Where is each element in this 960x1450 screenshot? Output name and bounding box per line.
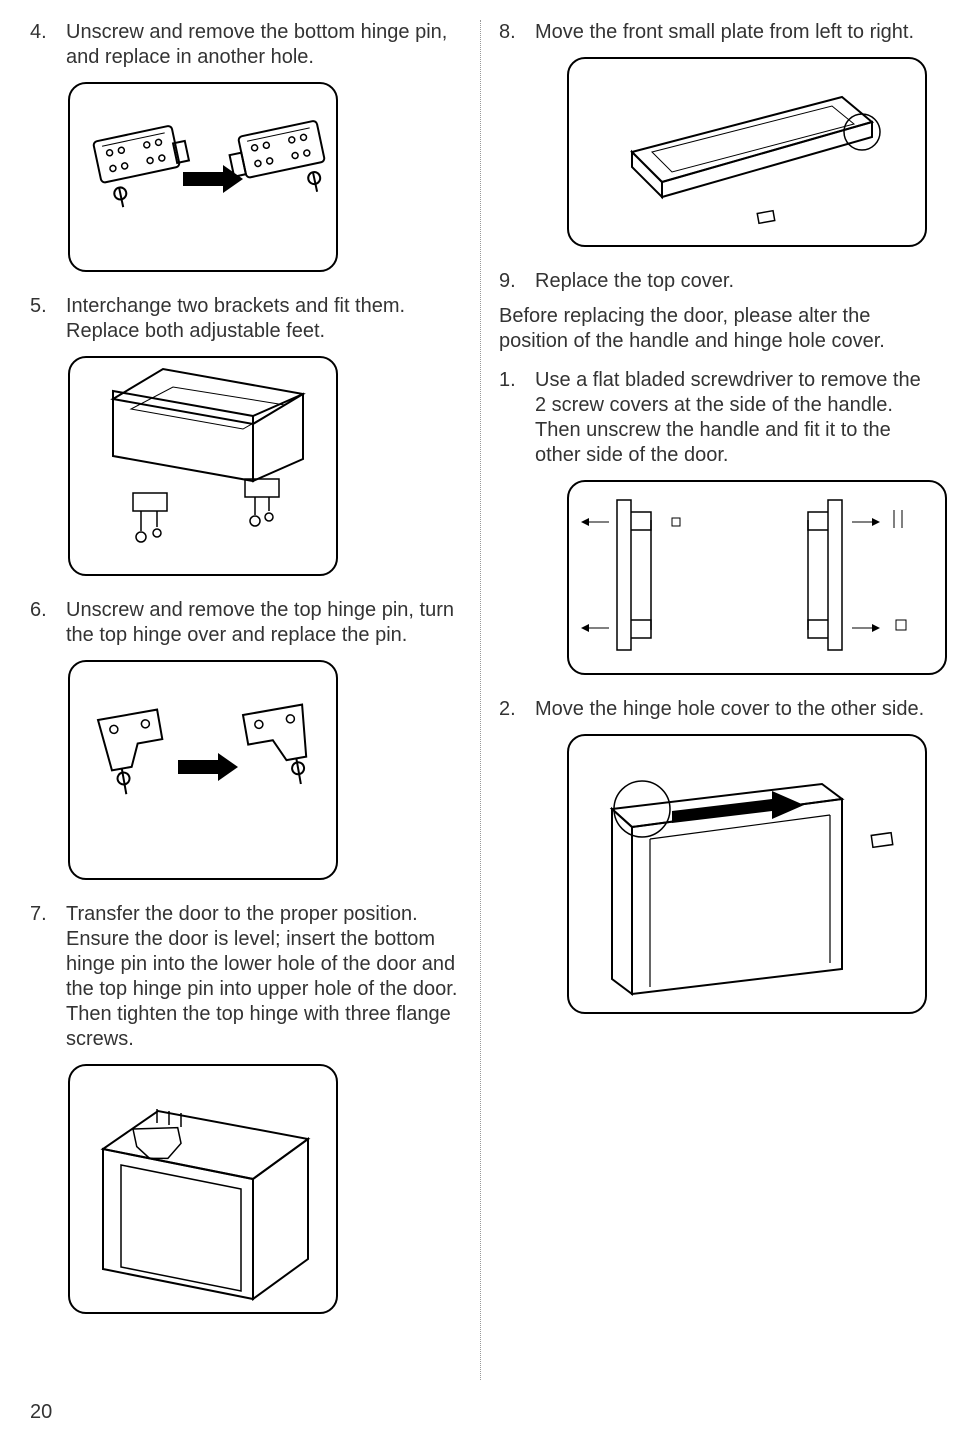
diagram-transfer-door-icon xyxy=(73,1069,333,1309)
note-text: Before replacing the door, please alter … xyxy=(499,304,930,354)
figure-step-7 xyxy=(68,1064,462,1314)
substep-1: 1. Use a flat bladed screwdriver to remo… xyxy=(499,368,930,675)
step-num: 7. xyxy=(30,902,56,1052)
figure-step-5 xyxy=(68,356,462,576)
diagram-bottom-hinge-icon xyxy=(73,87,333,267)
substep-2: 2. Move the hinge hole cover to the othe… xyxy=(499,697,930,1014)
diagram-interchange-brackets-icon xyxy=(73,361,333,571)
diagram-top-hinge-icon xyxy=(73,665,333,875)
step-num: 9. xyxy=(499,269,525,294)
page-columns: 4. Unscrew and remove the bottom hinge p… xyxy=(30,20,930,1380)
step-4: 4. Unscrew and remove the bottom hinge p… xyxy=(30,20,462,272)
diagram-hinge-cover-icon xyxy=(572,739,922,1009)
step-5: 5. Interchange two brackets and fit them… xyxy=(30,294,462,576)
step-8: 8. Move the front small plate from left … xyxy=(499,20,930,247)
figure-substep-1 xyxy=(537,480,930,675)
left-column: 4. Unscrew and remove the bottom hinge p… xyxy=(30,20,480,1380)
figure-step-6 xyxy=(68,660,462,880)
diagram-front-plate-icon xyxy=(572,62,922,242)
step-text: Unscrew and remove the top hinge pin, tu… xyxy=(66,598,462,648)
page-number: 20 xyxy=(30,1401,52,1424)
step-text: Use a flat bladed screwdriver to remove … xyxy=(535,368,930,468)
step-9: 9. Replace the top cover. xyxy=(499,269,930,294)
step-text: Replace the top cover. xyxy=(535,269,734,294)
step-text: Unscrew and remove the bottom hinge pin,… xyxy=(66,20,462,70)
step-text: Interchange two brackets and fit them. R… xyxy=(66,294,462,344)
diagram-handle-screws-icon xyxy=(572,485,942,670)
step-num: 4. xyxy=(30,20,56,70)
right-column: 8. Move the front small plate from left … xyxy=(480,20,930,1380)
step-text: Move the hinge hole cover to the other s… xyxy=(535,697,924,722)
figure-substep-2 xyxy=(537,734,930,1014)
step-num: 6. xyxy=(30,598,56,648)
step-num: 8. xyxy=(499,20,525,45)
figure-step-8 xyxy=(537,57,930,247)
step-7: 7. Transfer the door to the proper posit… xyxy=(30,902,462,1314)
step-text: Transfer the door to the proper position… xyxy=(66,902,462,1052)
step-text: Move the front small plate from left to … xyxy=(535,20,914,45)
step-num: 1. xyxy=(499,368,525,468)
step-num: 5. xyxy=(30,294,56,344)
figure-step-4 xyxy=(68,82,462,272)
step-6: 6. Unscrew and remove the top hinge pin,… xyxy=(30,598,462,880)
step-num: 2. xyxy=(499,697,525,722)
